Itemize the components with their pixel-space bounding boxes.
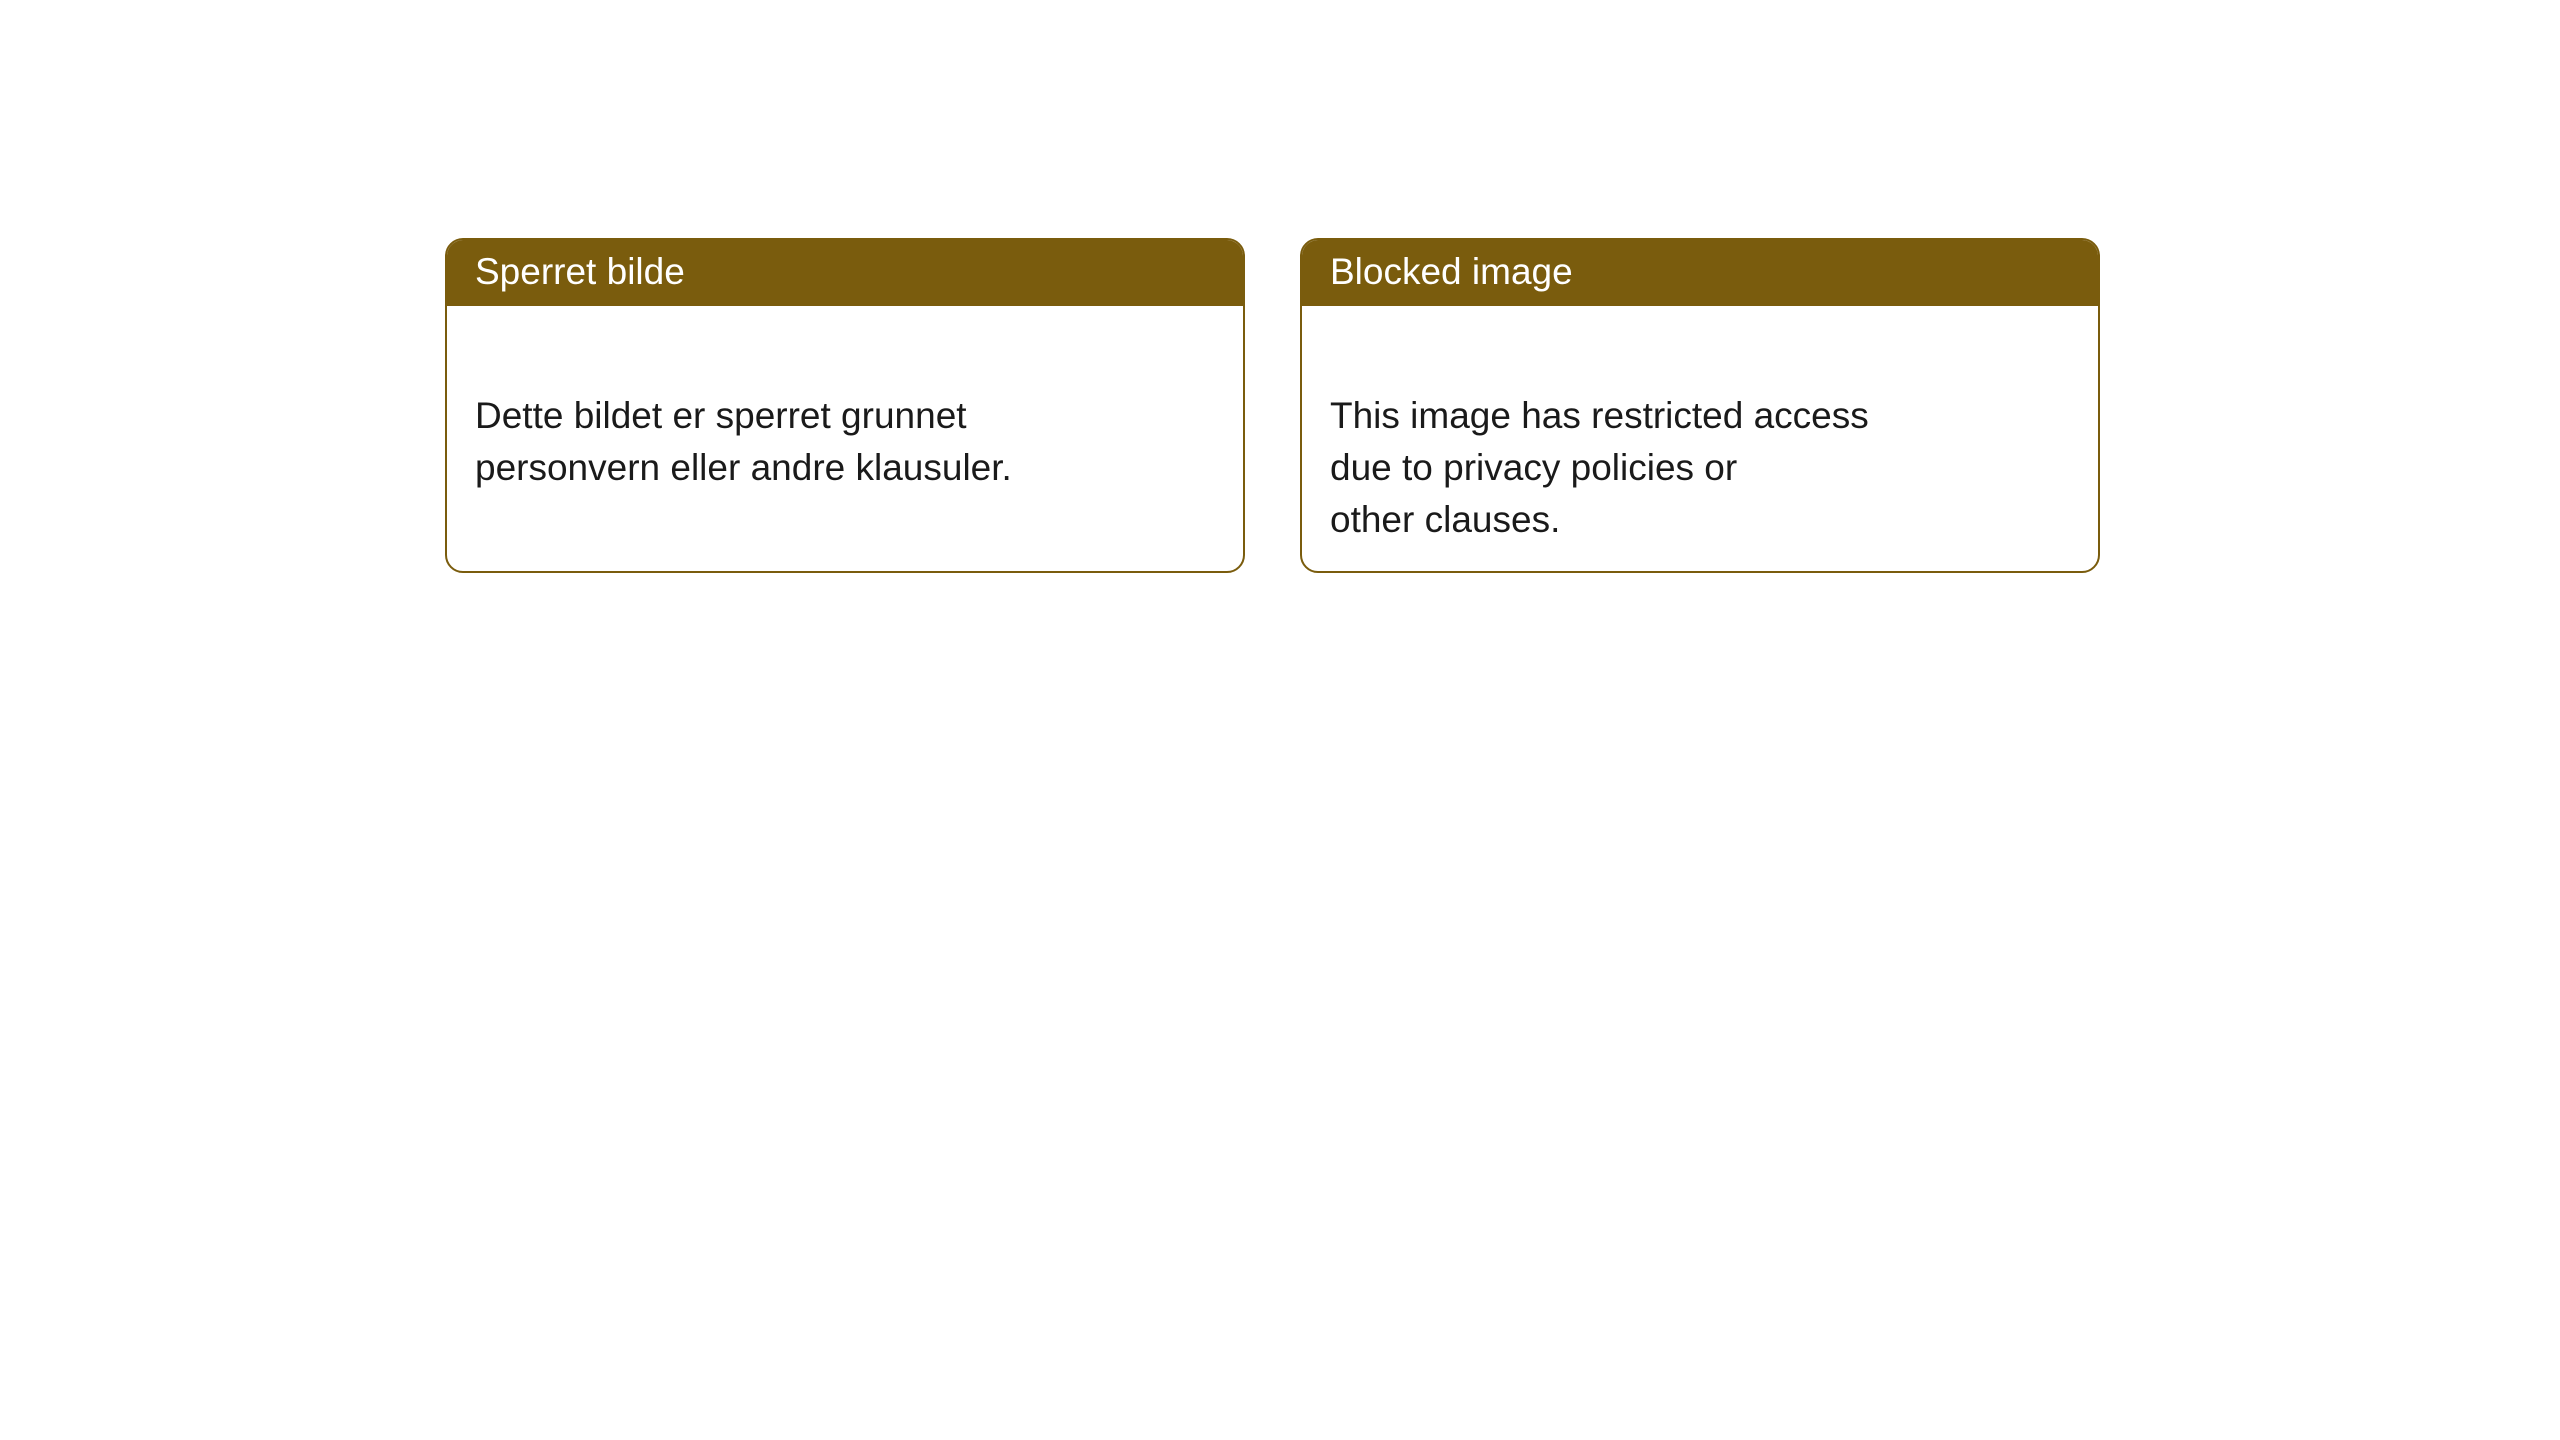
card-header: Sperret bilde [447,240,1243,306]
info-card-english: Blocked image This image has restricted … [1300,238,2100,573]
card-title: Blocked image [1330,251,1573,292]
card-body: This image has restricted access due to … [1302,306,2098,565]
card-body: Dette bildet er sperret grunnet personve… [447,306,1243,513]
card-body-text: This image has restricted access due to … [1330,395,1869,540]
card-title: Sperret bilde [475,251,685,292]
info-card-norwegian: Sperret bilde Dette bildet er sperret gr… [445,238,1245,573]
card-header: Blocked image [1302,240,2098,306]
card-body-text: Dette bildet er sperret grunnet personve… [475,395,1012,488]
info-cards-container: Sperret bilde Dette bildet er sperret gr… [0,0,2560,573]
